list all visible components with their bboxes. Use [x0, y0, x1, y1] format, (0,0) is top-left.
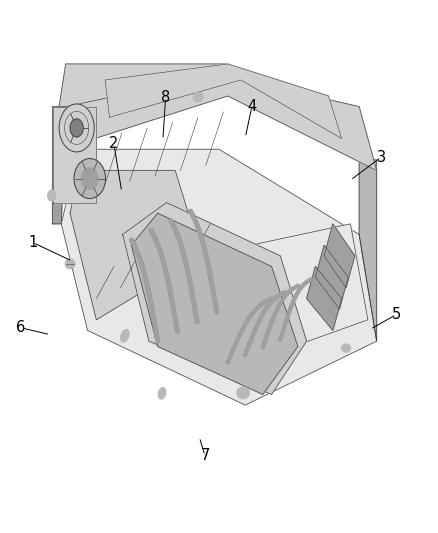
Polygon shape	[70, 171, 201, 320]
Polygon shape	[53, 107, 96, 203]
Polygon shape	[307, 266, 342, 330]
Text: 5: 5	[392, 307, 401, 322]
Text: 1: 1	[28, 235, 38, 250]
Ellipse shape	[193, 92, 203, 102]
Polygon shape	[53, 107, 66, 224]
Ellipse shape	[65, 259, 75, 269]
Polygon shape	[131, 213, 298, 394]
Ellipse shape	[159, 387, 166, 399]
Text: 4: 4	[247, 99, 257, 114]
Text: 3: 3	[377, 150, 385, 165]
Ellipse shape	[74, 159, 106, 199]
Polygon shape	[175, 224, 368, 373]
Ellipse shape	[237, 387, 249, 399]
Polygon shape	[359, 160, 377, 341]
Text: 2: 2	[109, 136, 119, 151]
Text: 8: 8	[161, 90, 170, 105]
Text: 7: 7	[200, 448, 210, 463]
Polygon shape	[123, 203, 307, 394]
Ellipse shape	[342, 344, 350, 352]
Polygon shape	[105, 64, 342, 139]
Polygon shape	[61, 75, 377, 171]
Ellipse shape	[48, 190, 56, 201]
Ellipse shape	[363, 196, 371, 205]
Ellipse shape	[59, 104, 94, 152]
Ellipse shape	[70, 119, 83, 137]
Polygon shape	[61, 149, 377, 405]
Polygon shape	[315, 245, 348, 309]
Polygon shape	[324, 224, 355, 288]
Ellipse shape	[121, 329, 129, 342]
Polygon shape	[53, 64, 228, 149]
Ellipse shape	[81, 168, 98, 189]
Text: 6: 6	[16, 320, 26, 335]
